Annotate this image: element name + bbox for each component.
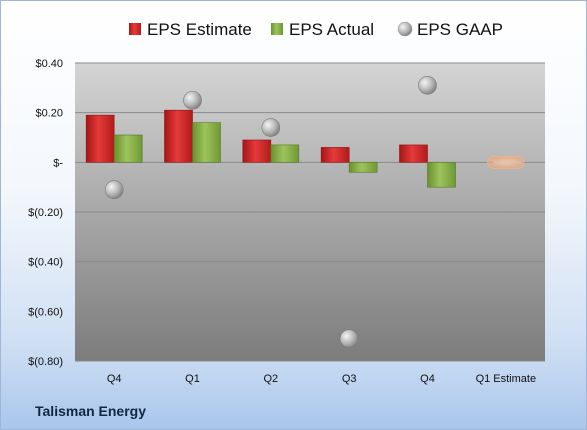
legend: EPS Estimate EPS Actual EPS GAAP: [129, 20, 503, 39]
point-eps-gaap: [261, 118, 281, 137]
gridlines: [75, 62, 545, 362]
x-tick-label: Q1: [185, 373, 200, 385]
y-tick-label: $(0.80): [28, 356, 63, 368]
legend-label: EPS GAAP: [417, 20, 503, 39]
legend-label: EPS Estimate: [147, 20, 252, 39]
bar-eps-estimate: [399, 144, 428, 163]
y-tick-label: $0.20: [35, 108, 63, 120]
point-eps-gaap: [418, 76, 437, 95]
bar-eps-actual: [348, 162, 378, 173]
y-tick-label: $(0.20): [28, 207, 63, 219]
bars: [85, 76, 525, 348]
x-tick-label: Q2: [263, 373, 278, 385]
legend-swatch-actual: [271, 23, 283, 35]
bar-eps-actual: [192, 122, 221, 163]
bar-eps-actual: [427, 162, 456, 188]
y-axis: $0.40 $0.20 $- $(0.20) $(0.40) $(0.60) $(0.80): [28, 58, 63, 368]
bar-eps-actual: [270, 144, 300, 163]
y-tick-label: $(0.40): [28, 257, 63, 269]
x-tick-label: Q1 Estimate: [476, 373, 537, 385]
x-axis: Q4 Q1 Q2 Q3 Q4 Q1 Estimate: [107, 373, 536, 385]
point-eps-gaap: [183, 90, 202, 110]
x-tick-label: Q4: [420, 373, 435, 385]
y-tick-label: $(0.60): [28, 306, 63, 318]
company-name: Talisman Energy: [35, 403, 147, 419]
legend-label: EPS Actual: [289, 20, 374, 39]
bar-eps-estimate: [320, 147, 350, 163]
legend-swatch-estimate: [129, 23, 141, 35]
x-tick-label: Q4: [107, 373, 122, 385]
point-eps-gaap: [104, 180, 124, 199]
bar-eps-actual: [113, 134, 143, 163]
y-tick-label: $0.40: [35, 58, 63, 70]
bar-eps-estimate: [85, 114, 115, 163]
y-tick-label: $-: [53, 157, 63, 169]
bar-eps-estimate: [242, 139, 272, 163]
bar-eps-estimate: [164, 109, 193, 163]
legend-swatch-gaap: [397, 21, 413, 37]
x-tick-label: Q3: [342, 373, 357, 385]
point-eps-gaap: [339, 329, 359, 348]
